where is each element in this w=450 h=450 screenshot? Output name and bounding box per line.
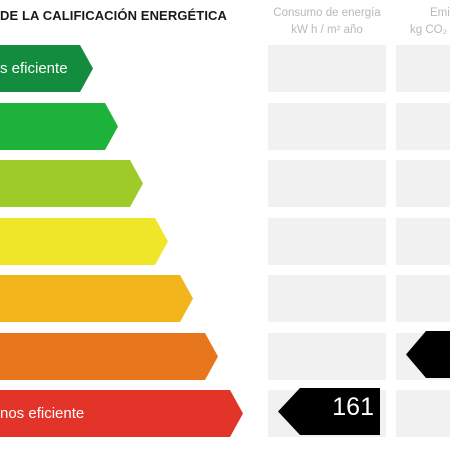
energy-column-header-line2: kW h / m² año bbox=[291, 24, 363, 36]
energy-value-cell bbox=[268, 160, 386, 207]
emissions-column-header: Emis kg CO₂ bbox=[396, 5, 450, 39]
rating-bar-label: s eficiente bbox=[0, 60, 68, 77]
energy-column-header: Consumo de energía kW h / m² año bbox=[268, 5, 386, 39]
rating-bar bbox=[0, 103, 118, 150]
emissions-value-cell bbox=[396, 45, 450, 92]
rating-bar: s eficiente bbox=[0, 45, 93, 92]
energy-rating-marker: 161 bbox=[278, 388, 380, 435]
energy-value-cell bbox=[268, 275, 386, 322]
rating-bar: nos eficiente bbox=[0, 390, 243, 437]
rating-bar bbox=[0, 160, 143, 207]
emissions-column-header-line2: kg CO₂ bbox=[410, 24, 448, 36]
emissions-column-header-line1: Emis bbox=[430, 7, 450, 19]
emissions-value-cell bbox=[396, 275, 450, 322]
emissions-value-cell bbox=[396, 103, 450, 150]
energy-value-cell bbox=[268, 218, 386, 265]
energy-value-cell bbox=[268, 45, 386, 92]
energy-rating-value: 161 bbox=[332, 393, 374, 421]
energy-value-cell bbox=[268, 333, 386, 380]
page-title: DE LA CALIFICACIÓN ENERGÉTICA bbox=[0, 8, 228, 23]
rating-bar bbox=[0, 275, 193, 322]
rating-bar-label: nos eficiente bbox=[0, 405, 85, 422]
energy-column-header-line1: Consumo de energía bbox=[273, 7, 381, 19]
rating-bar bbox=[0, 333, 218, 380]
emissions-value-cell bbox=[396, 160, 450, 207]
energy-value-cell bbox=[268, 103, 386, 150]
emissions-value-cell bbox=[396, 218, 450, 265]
emissions-value-cell bbox=[396, 390, 450, 437]
rating-bar bbox=[0, 218, 168, 265]
